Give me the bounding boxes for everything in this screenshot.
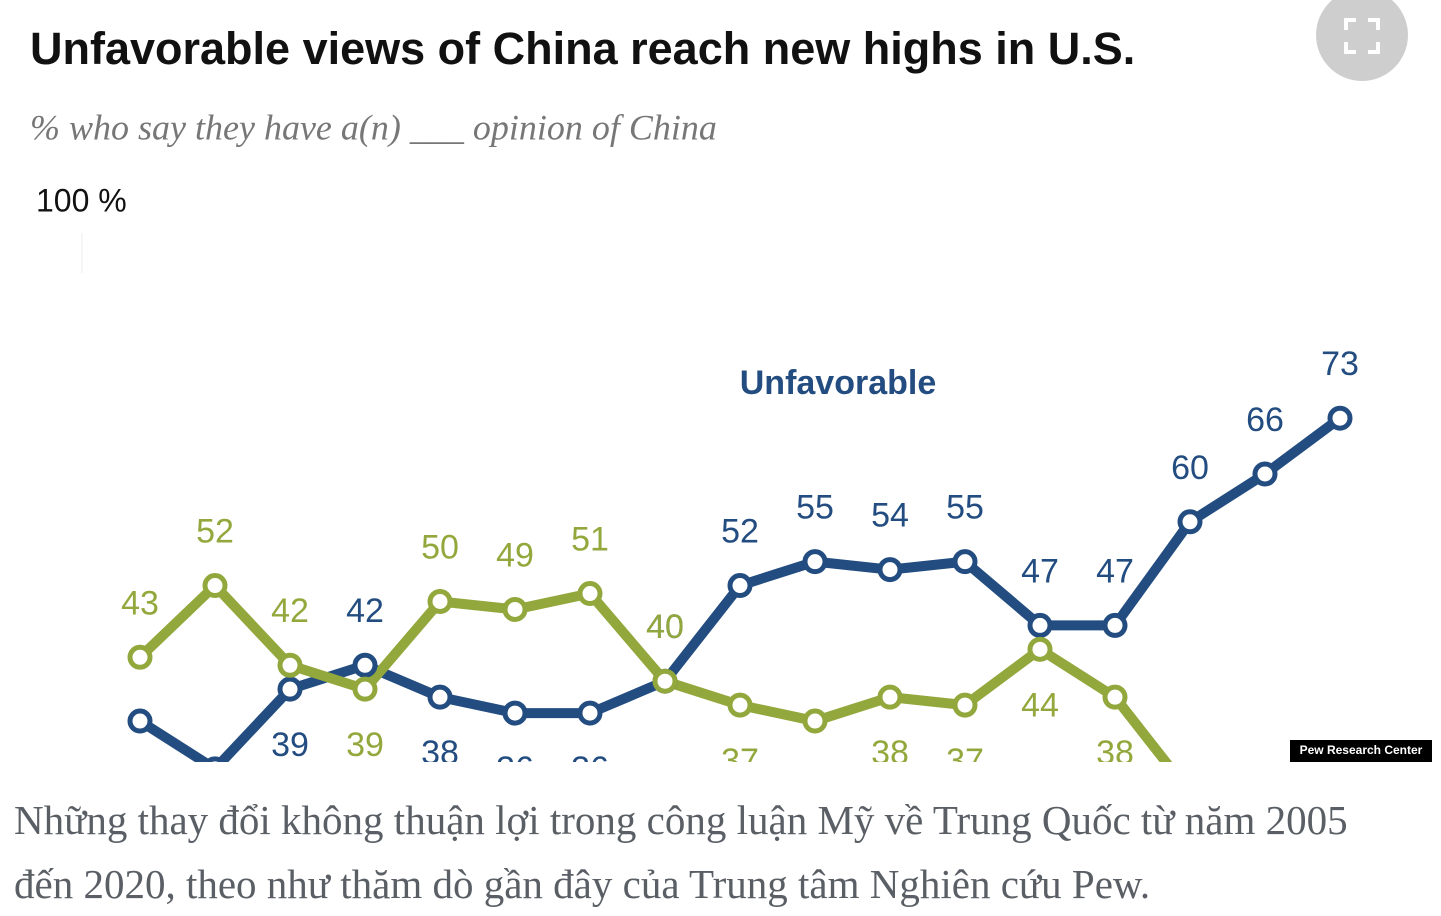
data-label: 38 bbox=[1096, 734, 1134, 762]
data-label: 43 bbox=[121, 584, 159, 622]
series-label: Unfavorable bbox=[740, 364, 937, 402]
data-point bbox=[202, 573, 228, 599]
chart: Unfavorable views of China reach new hig… bbox=[0, 0, 1441, 762]
data-point bbox=[802, 708, 828, 734]
fullscreen-icon bbox=[1344, 18, 1380, 54]
data-point bbox=[727, 573, 753, 599]
data-point bbox=[277, 676, 303, 702]
data-label: 47 bbox=[1021, 552, 1059, 590]
data-label: 55 bbox=[946, 489, 984, 527]
data-point bbox=[502, 596, 528, 622]
data-label: 36 bbox=[496, 750, 534, 762]
data-label: 36 bbox=[571, 750, 609, 762]
data-point bbox=[427, 589, 453, 614]
caption: Những thay đổi không thuận lợi trong côn… bbox=[14, 797, 1348, 907]
chart-subtitle: % who say they have a(n) ___ opinion of … bbox=[30, 107, 717, 147]
background bbox=[0, 0, 1441, 762]
data-label: 39 bbox=[271, 726, 309, 762]
data-label: 49 bbox=[496, 536, 534, 574]
data-point bbox=[127, 644, 153, 670]
data-label: 35 bbox=[121, 758, 159, 762]
data-label: 51 bbox=[571, 521, 609, 559]
data-label: 38 bbox=[871, 734, 909, 762]
data-point bbox=[1177, 509, 1203, 535]
data-label: 73 bbox=[1321, 345, 1359, 383]
data-point bbox=[352, 676, 378, 702]
data-label: 39 bbox=[346, 726, 384, 762]
data-point bbox=[652, 668, 678, 694]
data-point bbox=[952, 692, 978, 718]
data-label: 47 bbox=[1096, 552, 1134, 590]
source: Pew Research Center bbox=[1300, 743, 1423, 757]
data-label: 52 bbox=[196, 513, 234, 551]
data-point bbox=[277, 652, 303, 678]
chart-title: Unfavorable views of China reach new hig… bbox=[30, 23, 1135, 74]
data-point bbox=[877, 557, 903, 583]
data-label: 37 bbox=[946, 742, 984, 762]
data-point bbox=[1327, 405, 1353, 431]
fullscreen-button[interactable] bbox=[1316, 0, 1408, 81]
data-point bbox=[427, 684, 453, 710]
data-point bbox=[802, 549, 828, 575]
data-label: 37 bbox=[721, 742, 759, 762]
data-point bbox=[204, 756, 226, 762]
data-label: 38 bbox=[421, 734, 459, 762]
data-point bbox=[1252, 461, 1278, 487]
data-label: 66 bbox=[1246, 401, 1284, 439]
data-label: 40 bbox=[646, 608, 684, 646]
data-label: 42 bbox=[346, 592, 384, 630]
data-point bbox=[1102, 684, 1128, 710]
source-badge bbox=[1290, 740, 1432, 762]
data-point bbox=[1027, 612, 1053, 638]
y-tick-label: 100 % bbox=[36, 182, 127, 218]
data-label: 52 bbox=[721, 513, 759, 551]
data-label: 50 bbox=[421, 528, 459, 566]
data-point bbox=[877, 684, 903, 710]
data-point bbox=[577, 700, 603, 726]
data-label: 60 bbox=[1171, 449, 1209, 487]
data-label: 40 bbox=[646, 608, 684, 646]
data-point bbox=[352, 652, 378, 678]
data-label: 55 bbox=[796, 489, 834, 527]
data-point bbox=[502, 700, 528, 726]
data-label: 35 bbox=[796, 758, 834, 762]
data-label: 54 bbox=[871, 497, 909, 535]
data-point bbox=[1102, 612, 1128, 638]
data-point bbox=[127, 708, 153, 734]
data-point bbox=[1027, 636, 1053, 662]
data-point bbox=[727, 692, 753, 718]
data-point bbox=[952, 549, 978, 575]
data-label: 42 bbox=[271, 592, 309, 630]
plot: 3529394238363640525554554747606673435242… bbox=[121, 345, 1359, 762]
data-point bbox=[577, 581, 603, 607]
data-label: 44 bbox=[1021, 686, 1059, 724]
